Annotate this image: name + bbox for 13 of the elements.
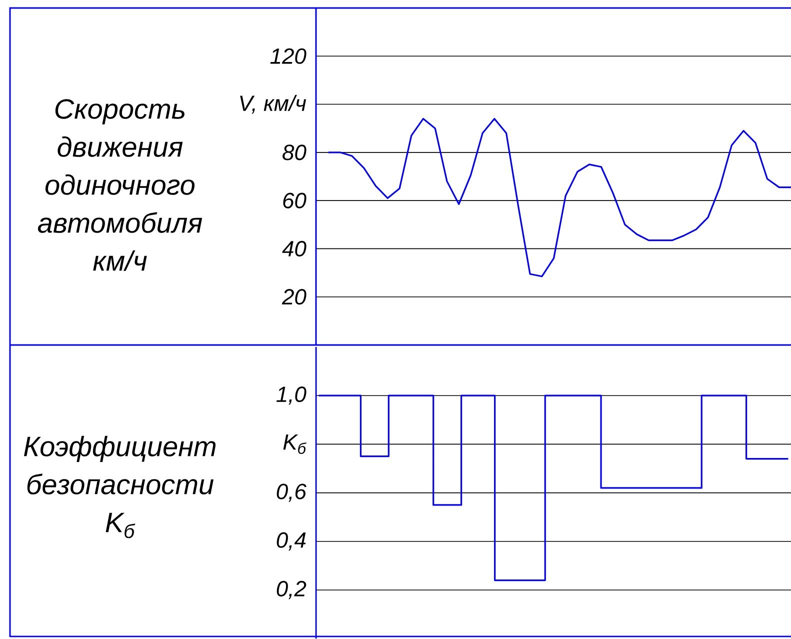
- y-tick-label: V, км/ч: [240, 94, 306, 114]
- y-tick-label: 120: [270, 48, 306, 64]
- y-tick-label: 0,2: [276, 580, 306, 600]
- y-tick-label: 0,4: [276, 532, 306, 550]
- text: Скорость движения одиночного автомобиля км/ч: [38, 99, 202, 271]
- y-tick-label: 80: [282, 144, 306, 160]
- y-tick-label: 20: [282, 289, 306, 305]
- text: Коэффициент безопасности K$_{б}$: [24, 436, 216, 538]
- y-tick-label: 40: [282, 240, 306, 256]
- y-tick-label: K$_{б}$: [283, 434, 306, 454]
- y-tick-label: 0,6: [276, 484, 306, 502]
- y-tick-label: 1,0: [276, 386, 306, 405]
- y-tick-label: 60: [283, 192, 306, 208]
